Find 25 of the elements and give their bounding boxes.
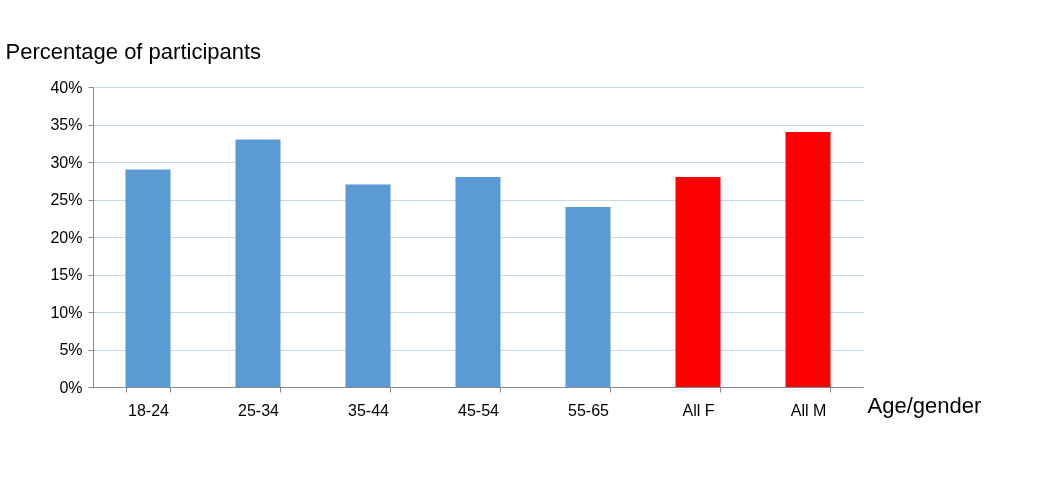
- bar: [565, 207, 611, 387]
- y-tick-label: 5%: [59, 341, 83, 358]
- x-tick-label: 25-34: [238, 401, 280, 419]
- y-tick-label: 0%: [59, 378, 83, 396]
- x-tick-label: 45-54: [458, 401, 500, 419]
- y-tick-label: 40%: [50, 78, 83, 96]
- y-axis-title: Percentage of participants: [5, 38, 262, 64]
- x-tick-label: 18-24: [128, 401, 170, 419]
- y-tick-label: 10%: [50, 303, 83, 321]
- bar: [235, 139, 281, 387]
- y-tick-label: 20%: [50, 228, 83, 246]
- x-axis-title: Age/gender: [867, 392, 982, 418]
- y-tick-label: 15%: [50, 266, 83, 283]
- y-tick-label: 35%: [50, 116, 83, 133]
- bar: [785, 132, 831, 387]
- bar: [675, 177, 721, 387]
- y-tick-label: 25%: [50, 191, 83, 208]
- x-tick-label: All M: [790, 401, 827, 419]
- x-tick-label: 55-65: [568, 401, 610, 419]
- x-tick-label: All F: [682, 401, 715, 419]
- bar: [345, 184, 391, 387]
- y-tick-label: 30%: [50, 153, 83, 171]
- bar: [125, 169, 171, 387]
- bar: [455, 177, 501, 387]
- x-tick-label: 35-44: [348, 401, 390, 419]
